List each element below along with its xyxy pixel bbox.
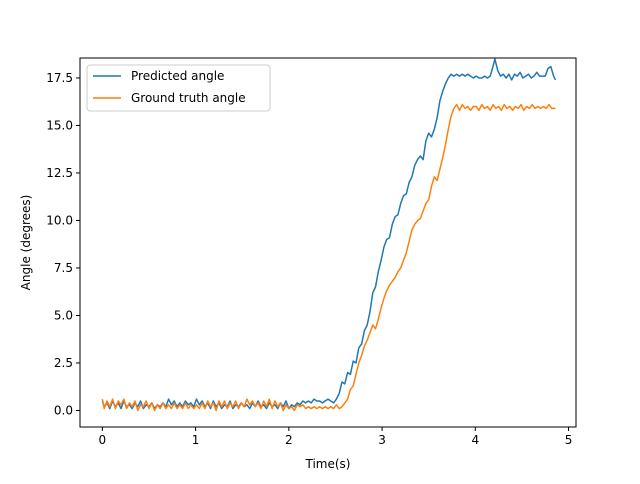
x-axis-label: Time(s) [305,457,351,471]
x-tick-label: 4 [471,433,479,447]
series-line-0 [101,58,557,410]
y-tick-label: 0.0 [54,403,73,417]
x-tick-label: 1 [192,433,200,447]
legend-label-1: Ground truth angle [131,91,246,105]
y-tick-label: 12.5 [46,166,73,180]
x-tick-label: 0 [99,433,107,447]
plot-area [101,58,557,412]
series-line-1 [101,103,556,412]
y-tick-label: 10.0 [46,213,73,227]
x-tick-label: 2 [285,433,293,447]
legend-box [86,64,271,112]
x-tick-label: 3 [378,433,386,447]
y-tick-label: 15.0 [46,118,73,132]
axis-ticks: 0 1 2 3 4 5 0.0 2.5 5.0 7.5 10.0 12.5 15.0 17.5 [46,71,572,447]
x-tick-label: 5 [565,433,573,447]
y-tick-label: 7.5 [54,261,73,275]
y-tick-label: 5.0 [54,308,73,322]
axes-frame [79,57,577,428]
y-axis-label: Angle (degrees) [19,195,33,291]
y-tick-label: 2.5 [54,356,73,370]
legend-label-0: Predicted angle [131,69,224,83]
legend: Predicted angle Ground truth angle [86,64,271,112]
y-tick-label: 17.5 [46,71,73,85]
